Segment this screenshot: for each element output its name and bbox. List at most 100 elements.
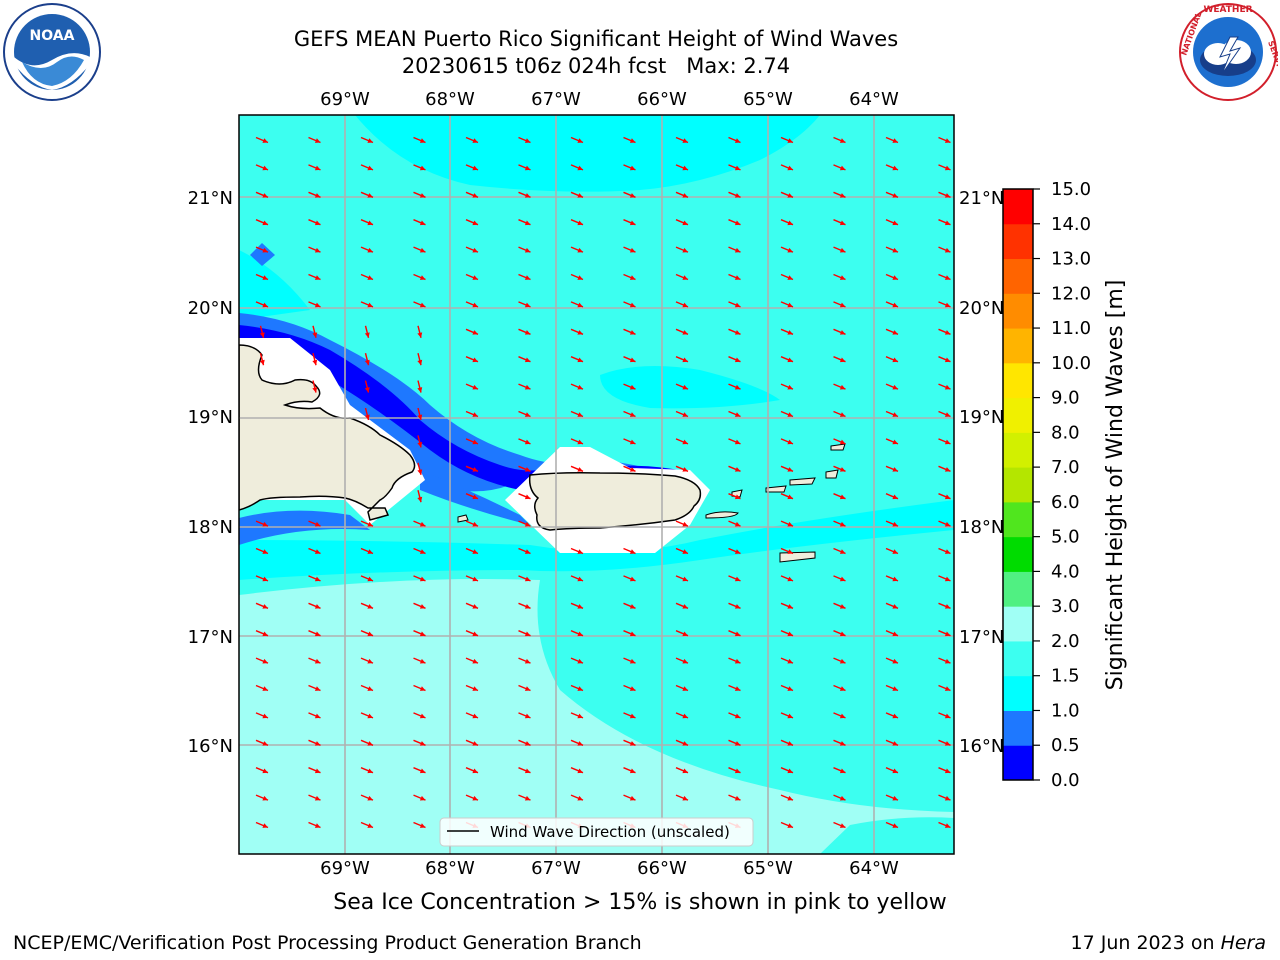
sea-ice-note: Sea Ice Concentration > 15% is shown in … <box>333 890 947 915</box>
wind-arrow <box>570 712 584 719</box>
footer-host: Hera <box>1220 932 1266 954</box>
island-culebra <box>705 511 739 519</box>
wind-arrow <box>833 356 846 363</box>
wind-arrow <box>360 136 374 144</box>
wind-arrow <box>833 164 846 171</box>
wind-arrow <box>623 438 636 445</box>
colorbar-tick-label: 6.0 <box>1051 492 1080 513</box>
wind-arrow <box>780 575 794 582</box>
wind-arrow <box>465 602 479 609</box>
wind-arrow <box>728 356 741 363</box>
wind-arrow <box>780 602 794 609</box>
wind-arrow <box>885 821 899 829</box>
wind-arrow <box>885 219 899 226</box>
wind-arrow <box>728 547 741 555</box>
colorbar-bin <box>1003 293 1033 329</box>
wind-arrow <box>518 246 531 253</box>
wind-arrow <box>675 684 689 692</box>
wind-wave-direction-arrows <box>255 136 951 829</box>
wind-arrow <box>465 767 479 774</box>
wind-arrow <box>360 191 374 198</box>
colorbar-bin <box>1003 501 1033 538</box>
wind-arrow <box>570 191 584 198</box>
wind-arrow <box>623 465 636 472</box>
wind-arrow <box>728 712 741 719</box>
wind-arrow <box>780 164 794 171</box>
wind-arrow <box>728 794 741 801</box>
map-frame <box>238 114 955 855</box>
wind-arrow <box>360 301 374 308</box>
wind-arrow <box>413 712 426 719</box>
wind-arrow <box>360 767 374 774</box>
wind-arrow <box>938 602 951 609</box>
wind-arrow <box>885 246 899 253</box>
wind-arrow <box>938 767 951 774</box>
wind-arrow <box>308 301 321 308</box>
wind-arrow <box>255 136 269 144</box>
wind-arrow <box>417 380 423 393</box>
wind-arrow <box>938 684 951 692</box>
wind-arrow <box>675 356 689 363</box>
wind-arrow <box>518 767 531 774</box>
wind-arrow <box>308 630 321 637</box>
wind-arrow <box>623 410 636 418</box>
wind-arrow <box>413 630 426 637</box>
wind-arrow <box>728 328 741 335</box>
wind-arrow <box>623 712 636 719</box>
wind-arrow <box>255 547 269 555</box>
wind-arrow <box>413 301 426 308</box>
wind-arrow <box>308 684 321 692</box>
colorbar-tick-label: 8.0 <box>1051 422 1080 443</box>
wind-arrow <box>780 465 794 472</box>
wind-arrow <box>255 767 269 774</box>
colorbar-tick-label: 10.0 <box>1051 353 1091 374</box>
wind-arrow <box>417 325 423 338</box>
colorbar-frame <box>1002 188 1034 781</box>
wind-arrow <box>623 219 636 226</box>
island-mona <box>457 514 469 523</box>
wind-arrow <box>938 821 951 829</box>
wind-arrow <box>833 383 846 390</box>
wind-arrow <box>465 438 479 445</box>
wind-arrow <box>728 273 741 281</box>
colorbar-bin <box>1003 189 1033 225</box>
wind-arrow <box>728 410 741 418</box>
wind-arrow <box>518 493 531 500</box>
colorbar-tick-label: 4.0 <box>1051 561 1080 582</box>
island-tortola <box>789 477 816 486</box>
wind-arrow <box>308 657 321 664</box>
wind-arrow <box>255 684 269 692</box>
wind-arrow <box>360 739 374 746</box>
wind-arrow <box>780 438 794 445</box>
wind-arrow <box>255 630 269 637</box>
wind-arrow <box>255 739 269 746</box>
wind-arrow <box>623 301 636 308</box>
wind-arrow <box>728 164 741 171</box>
lon-label: 66°W <box>637 89 687 110</box>
wind-arrow <box>417 353 423 366</box>
wind-arrow <box>938 657 951 664</box>
wind-arrow <box>413 520 426 527</box>
wind-arrow <box>308 164 321 171</box>
colorbar-bin <box>1003 675 1033 711</box>
wind-arrow <box>518 273 531 281</box>
wind-arrow <box>518 383 531 390</box>
colorbar-tick-label: 15.0 <box>1051 179 1091 200</box>
wind-arrow <box>413 219 426 226</box>
wind-arrow <box>885 575 899 582</box>
lon-label: 65°W <box>743 858 793 879</box>
wave-contour-0.5-1 <box>239 510 370 545</box>
wind-arrow <box>675 301 689 308</box>
wind-arrow <box>364 380 370 393</box>
wind-arrow <box>728 136 741 144</box>
wind-arrow <box>570 657 584 664</box>
colorbar-tick-label: 12.0 <box>1051 283 1091 304</box>
wind-arrow <box>518 630 531 637</box>
colorbar-tick-label: 2.0 <box>1051 631 1080 652</box>
lon-label: 66°W <box>637 858 687 879</box>
wind-arrow <box>570 301 584 308</box>
wind-arrow <box>833 410 846 418</box>
wind-arrow <box>938 794 951 801</box>
wind-arrow <box>728 684 741 692</box>
wind-arrow <box>885 602 899 609</box>
